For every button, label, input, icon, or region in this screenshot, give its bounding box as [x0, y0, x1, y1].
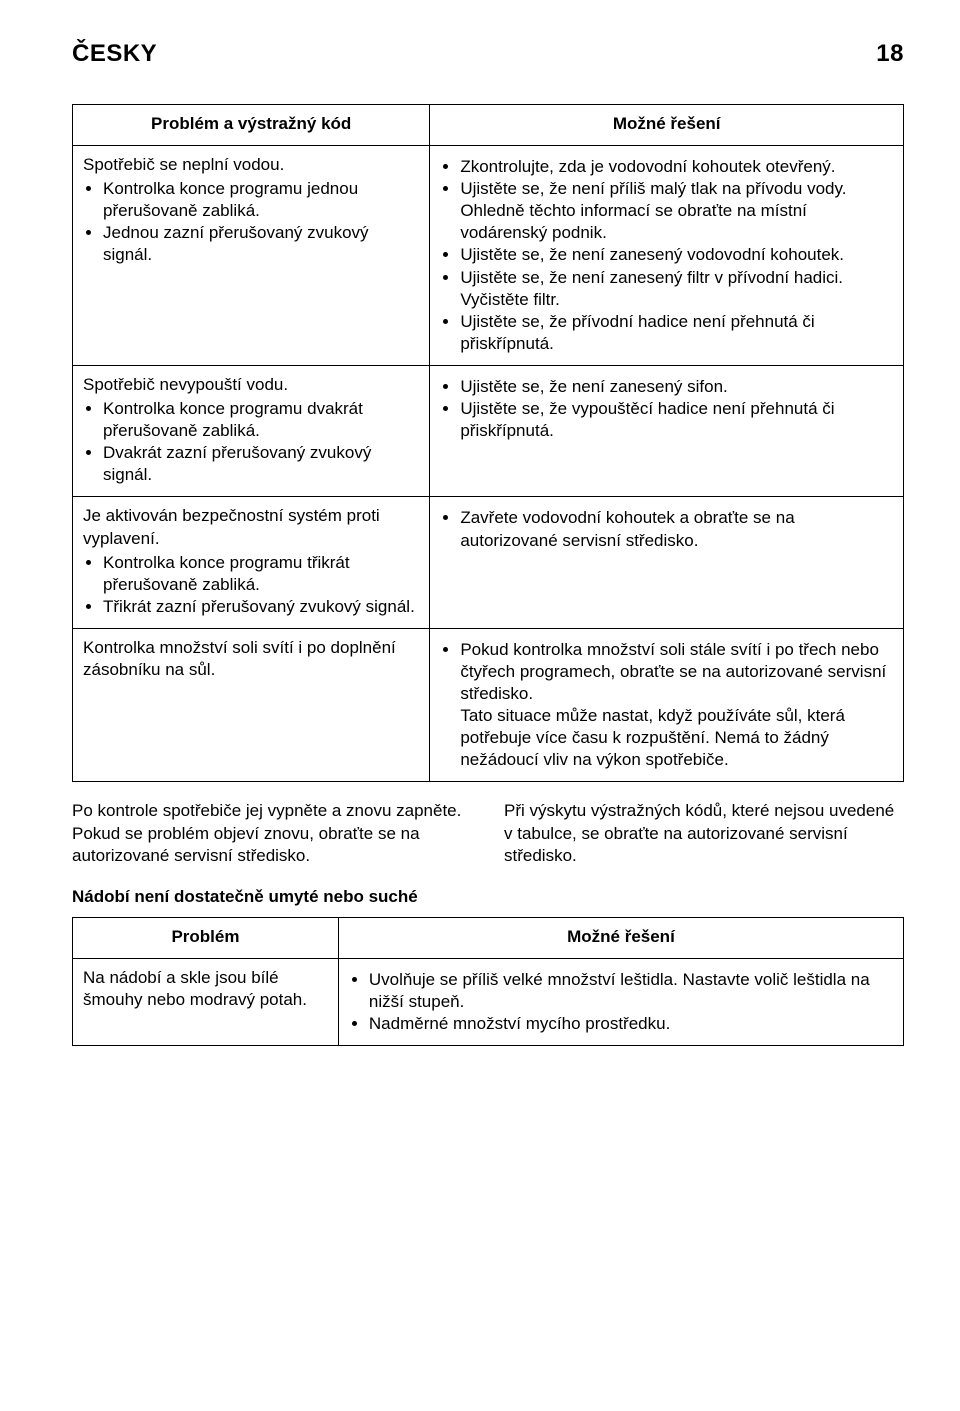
list-item: Ujistěte se, že není zanesený vodovodní … — [460, 244, 893, 266]
list-item: Zavřete vodovodní kohoutek a obraťte se … — [460, 507, 893, 551]
troubleshooting-table-2: Problém Možné řešení Na nádobí a skle js… — [72, 917, 904, 1046]
list-item: Třikrát zazní přerušovaný zvukový signál… — [103, 596, 419, 618]
table-cell: Na nádobí a skle jsou bílé šmouhy nebo m… — [73, 958, 339, 1045]
page-header: ČESKY 18 — [72, 40, 904, 68]
table-row: Kontrolka množství soli svítí i po dopln… — [73, 628, 904, 782]
table-cell: Kontrolka množství soli svítí i po dopln… — [73, 628, 430, 782]
header-page-number: 18 — [876, 40, 904, 68]
list-item: Kontrolka konce programu jednou přerušov… — [103, 178, 419, 222]
troubleshooting-table-1: Problém a výstražný kód Možné řešení Spo… — [72, 104, 904, 782]
cell-list: Zavřete vodovodní kohoutek a obraťte se … — [440, 507, 893, 551]
t2-head-left: Problém — [73, 917, 339, 958]
t1-head-right: Možné řešení — [430, 105, 904, 146]
list-item: Kontrolka konce programu dvakrát přerušo… — [103, 398, 419, 442]
list-item: Nadměrné množství mycího prostředku. — [369, 1013, 893, 1035]
section2-title: Nádobí není dostatečně umyté nebo suché — [72, 887, 904, 907]
table-cell: Je aktivován bezpečnostní systém proti v… — [73, 497, 430, 628]
cell-intro: Na nádobí a skle jsou bílé šmouhy nebo m… — [83, 967, 328, 1011]
table-cell: Spotřebič nevypouští vodu.Kontrolka konc… — [73, 365, 430, 496]
header-lang: ČESKY — [72, 40, 157, 68]
list-item: Uvolňuje se příliš velké množství leštid… — [369, 969, 893, 1013]
table-cell: Ujistěte se, že není zanesený sifon.Ujis… — [430, 365, 904, 496]
table-cell: Pokud kontrolka množství soli stále svít… — [430, 628, 904, 782]
list-item: Ujistěte se, že není zanesený filtr v př… — [460, 267, 893, 311]
list-item: Ujistěte se, že není příliš malý tlak na… — [460, 178, 893, 244]
cell-list: Kontrolka konce programu třikrát přerušo… — [83, 552, 419, 618]
list-item: Ujistěte se, že vypouštěcí hadice není p… — [460, 398, 893, 442]
table-row: Je aktivován bezpečnostní systém proti v… — [73, 497, 904, 628]
list-item: Pokud kontrolka množství soli stále svít… — [460, 639, 893, 772]
cell-intro: Je aktivován bezpečnostní systém proti v… — [83, 505, 419, 549]
cell-list: Ujistěte se, že není zanesený sifon.Ujis… — [440, 376, 893, 442]
list-item: Ujistěte se, že není zanesený sifon. — [460, 376, 893, 398]
cell-list: Zkontrolujte, zda je vodovodní kohoutek … — [440, 156, 893, 355]
t2-head-right: Možné řešení — [338, 917, 903, 958]
table-cell: Zavřete vodovodní kohoutek a obraťte se … — [430, 497, 904, 628]
table-cell: Spotřebič se neplní vodou.Kontrolka konc… — [73, 146, 430, 366]
table-cell: Uvolňuje se příliš velké množství leštid… — [338, 958, 903, 1045]
table-cell: Zkontrolujte, zda je vodovodní kohoutek … — [430, 146, 904, 366]
cell-list: Kontrolka konce programu dvakrát přerušo… — [83, 398, 419, 486]
cell-intro: Spotřebič nevypouští vodu. — [83, 374, 419, 396]
cell-intro: Kontrolka množství soli svítí i po dopln… — [83, 637, 419, 681]
cell-intro: Spotřebič se neplní vodou. — [83, 154, 419, 176]
list-item: Dvakrát zazní přerušovaný zvukový signál… — [103, 442, 419, 486]
list-item: Ujistěte se, že přívodní hadice není pře… — [460, 311, 893, 355]
list-item: Jednou zazní přerušovaný zvukový signál. — [103, 222, 419, 266]
t1-head-left: Problém a výstražný kód — [73, 105, 430, 146]
mid-left: Po kontrole spotřebiče jej vypněte a zno… — [72, 800, 472, 866]
cell-list: Uvolňuje se příliš velké množství leštid… — [349, 969, 893, 1035]
cell-list: Kontrolka konce programu jednou přerušov… — [83, 178, 419, 266]
table-row: Na nádobí a skle jsou bílé šmouhy nebo m… — [73, 958, 904, 1045]
mid-paragraph-columns: Po kontrole spotřebiče jej vypněte a zno… — [72, 800, 904, 866]
mid-right: Při výskytu výstražných kódů, které nejs… — [504, 800, 904, 866]
table-row: Spotřebič se neplní vodou.Kontrolka konc… — [73, 146, 904, 366]
list-item: Zkontrolujte, zda je vodovodní kohoutek … — [460, 156, 893, 178]
list-item: Kontrolka konce programu třikrát přerušo… — [103, 552, 419, 596]
cell-list: Pokud kontrolka množství soli stále svít… — [440, 639, 893, 772]
table-row: Spotřebič nevypouští vodu.Kontrolka konc… — [73, 365, 904, 496]
